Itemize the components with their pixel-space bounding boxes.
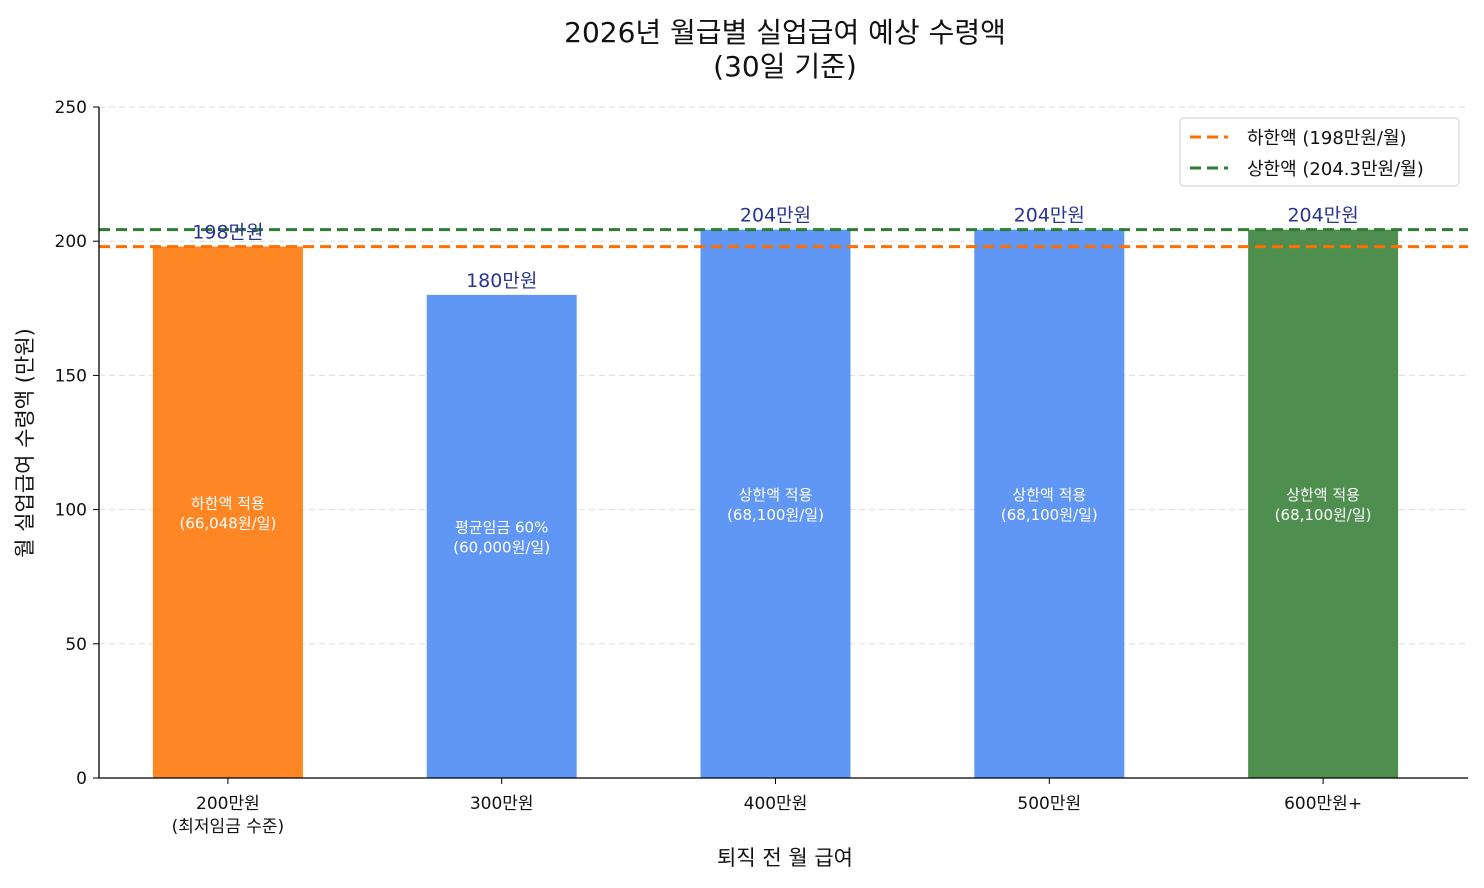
bar-value-label: 204만원 [740, 205, 811, 227]
x-tick-label: 200만원 [196, 794, 260, 814]
x-axis-label: 퇴직 전 월 급여 [717, 846, 853, 870]
y-tick-label: 50 [65, 635, 87, 655]
y-axis-label: 월 실업급여 수령액 (만원) [13, 328, 37, 558]
bar-inner-label: (68,100원/일) [1001, 506, 1098, 524]
bar-inner-label: (68,100원/일) [727, 506, 824, 524]
bar [700, 229, 851, 778]
chart-title: 2026년 월급별 실업급여 예상 수령액 [564, 16, 1006, 49]
x-tick-label: (최저임금 수준) [172, 817, 285, 837]
x-tick-label: 400만원 [744, 794, 808, 814]
y-tick-label: 250 [55, 98, 87, 118]
bar-inner-label: 상한액 적용 [1286, 486, 1360, 504]
y-tick-label: 100 [55, 501, 87, 521]
y-tick-label: 200 [55, 232, 87, 252]
bar [152, 246, 303, 778]
bar-inner-label: (60,000원/일) [453, 538, 550, 556]
x-tick-label: 300만원 [470, 794, 534, 814]
bar-value-label: 198만원 [192, 222, 263, 244]
y-tick-label: 150 [55, 366, 87, 386]
x-tick-label: 600만원+ [1284, 794, 1362, 814]
bar-inner-label: 상한액 적용 [1012, 486, 1086, 504]
y-tick-label: 0 [76, 769, 87, 789]
bar [426, 294, 577, 778]
legend: 하한액 (198만원/월) 상한액 (204.3만원/월) [1179, 117, 1460, 187]
bar-value-label: 180만원 [466, 270, 537, 292]
bar [1248, 229, 1399, 778]
bar-value-label: 204만원 [1287, 205, 1358, 227]
bar-inner-label: (66,048원/일) [179, 514, 276, 532]
x-tick-label: 500만원 [1017, 794, 1081, 814]
bar-inner-label: 평균임금 60% [455, 518, 548, 536]
legend-label: 하한액 (198만원/월) [1247, 128, 1407, 149]
chart-subtitle: (30일 기준) [713, 50, 857, 83]
bar-inner-label: 하한액 적용 [191, 494, 265, 512]
bar-inner-label: (68,100원/일) [1275, 506, 1372, 524]
bar-value-label: 204만원 [1014, 205, 1085, 227]
bar [974, 229, 1125, 778]
bar-inner-label: 상한액 적용 [739, 486, 813, 504]
legend-label: 상한액 (204.3만원/월) [1247, 159, 1424, 180]
